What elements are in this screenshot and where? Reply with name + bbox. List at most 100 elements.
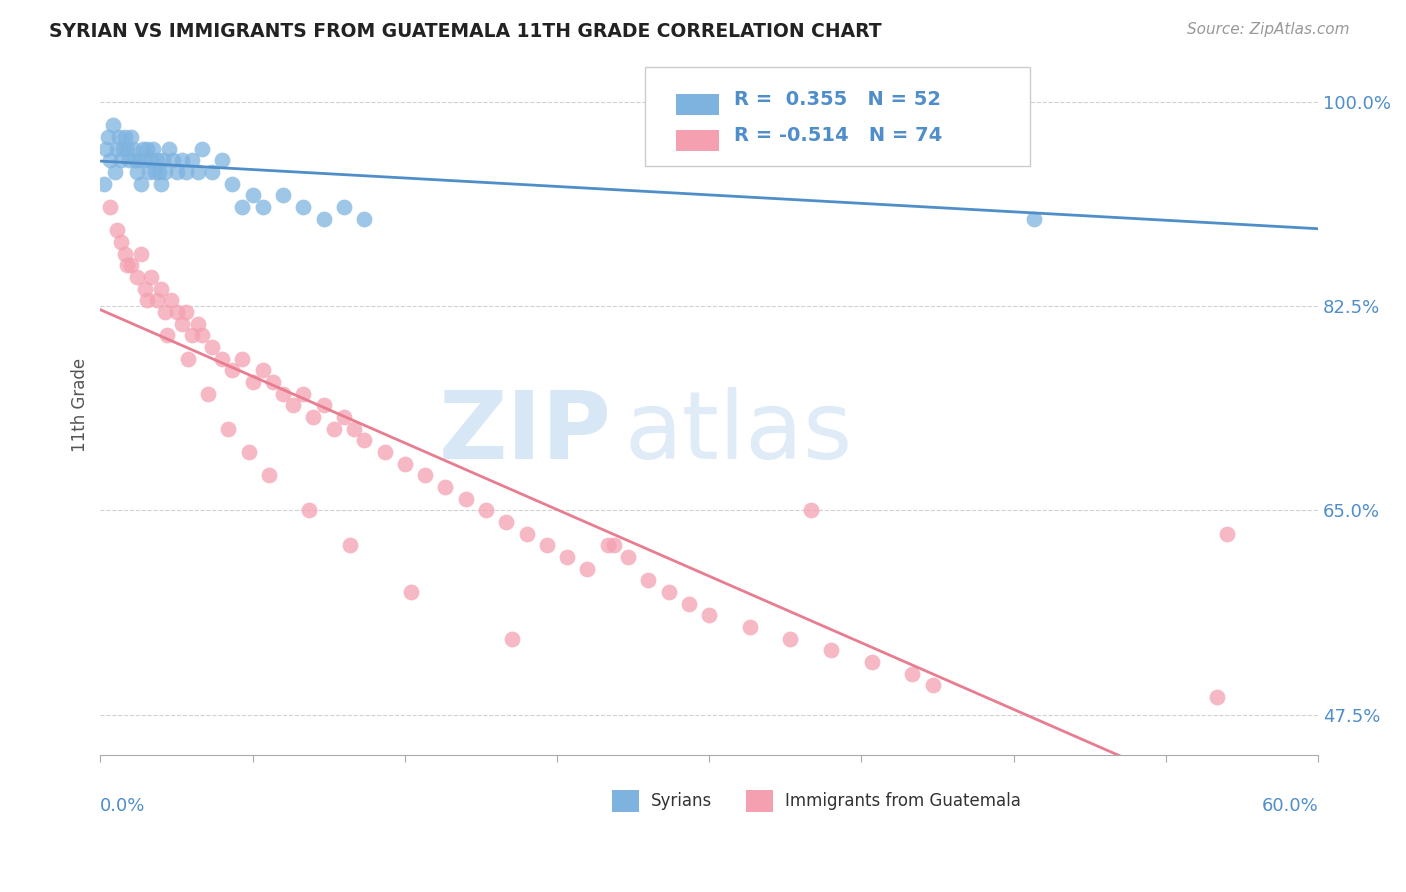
Point [738,620,761,634]
Point [901,666,924,681]
Point [142,141,165,155]
Point [292,386,315,401]
Text: SYRIAN VS IMMIGRANTS FROM GUATEMALA 11TH GRADE CORRELATION CHART: SYRIAN VS IMMIGRANTS FROM GUATEMALA 11TH… [49,22,882,41]
Point [180,328,202,343]
Point [166,165,188,179]
Text: atlas: atlas [624,387,852,479]
Point [170,153,193,168]
Point [176,351,198,366]
Point [596,538,619,552]
Point [501,632,523,646]
Point [353,211,375,226]
Point [101,118,124,132]
Point [1216,526,1239,541]
Point [779,632,801,646]
FancyBboxPatch shape [645,67,1029,166]
Point [1022,211,1045,226]
Point [120,258,142,272]
Point [174,305,197,319]
Point [353,434,375,448]
Point [155,305,177,319]
Point [252,363,274,377]
Point [257,468,280,483]
Point [132,141,155,155]
Point [495,515,517,529]
Point [136,293,159,308]
Point [114,129,136,144]
Point [322,421,344,435]
Point [312,398,335,412]
Point [333,200,356,214]
Point [110,153,132,168]
Text: 60.0%: 60.0% [1261,797,1319,815]
Point [658,585,681,599]
Point [138,165,160,179]
Y-axis label: 11th Grade: 11th Grade [72,359,89,452]
Point [136,141,159,155]
Text: Source: ZipAtlas.com: Source: ZipAtlas.com [1187,22,1350,37]
Point [373,445,395,459]
Point [187,317,209,331]
Point [156,328,179,343]
Point [697,608,720,623]
Point [107,129,129,144]
Text: ZIP: ZIP [439,387,612,479]
Point [155,165,177,179]
Point [221,363,243,377]
Point [217,421,239,435]
Point [134,281,156,295]
Point [678,597,700,611]
Point [118,153,141,168]
Point [399,585,422,599]
Point [536,538,558,552]
Point [271,386,294,401]
Point [105,223,128,237]
Point [157,141,180,155]
Text: R =  0.355   N = 52: R = 0.355 N = 52 [734,90,941,109]
Point [100,153,122,168]
Point [191,328,214,343]
Point [115,258,138,272]
Point [160,293,183,308]
Point [413,468,436,483]
Point [921,678,943,692]
Point [516,526,538,541]
Point [292,200,315,214]
Point [555,549,578,564]
Point [201,340,224,354]
Point [302,409,325,424]
Point [1205,690,1227,704]
Text: Syrians: Syrians [651,792,711,810]
Point [152,153,174,168]
Point [860,655,883,669]
Point [162,153,184,168]
Point [111,141,134,155]
Point [150,177,173,191]
Point [150,281,173,295]
Point [187,165,209,179]
Point [174,165,197,179]
Point [576,561,599,575]
Point [475,503,498,517]
Point [603,538,626,552]
Point [103,165,125,179]
Point [134,153,156,168]
Point [120,129,142,144]
Point [146,293,169,308]
Point [143,165,166,179]
Point [97,129,120,144]
FancyBboxPatch shape [745,789,772,812]
Point [180,153,202,168]
FancyBboxPatch shape [676,94,718,115]
Point [242,375,264,389]
Point [139,153,162,168]
Point [197,386,219,401]
Point [697,95,720,109]
Point [139,269,162,284]
Point [820,643,842,657]
Point [114,246,136,260]
Point [800,503,823,517]
Point [146,153,169,168]
Point [129,246,152,260]
Point [129,177,152,191]
